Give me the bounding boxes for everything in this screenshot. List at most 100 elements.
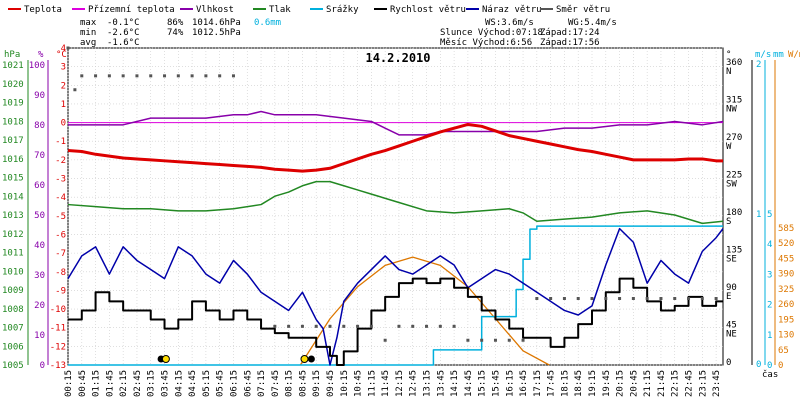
ms-tick-label: 0 bbox=[756, 360, 761, 370]
wind-direction-point bbox=[507, 338, 511, 342]
dir-tick-label: 0 bbox=[726, 358, 731, 368]
dir-tick-label: 270 bbox=[726, 133, 742, 143]
x-tick-label: 05:15 bbox=[202, 370, 212, 397]
wm2-tick-label: 390 bbox=[778, 270, 794, 280]
x-axis-label: čas bbox=[762, 369, 778, 380]
x-tick-label: 14:15 bbox=[450, 370, 460, 397]
plot-frame bbox=[67, 47, 724, 366]
temp-tick-label: -9 bbox=[55, 286, 66, 296]
wm2-tick-label: 65 bbox=[778, 346, 789, 356]
wind-direction-point bbox=[549, 297, 553, 300]
x-tick-label: 09:45 bbox=[326, 370, 336, 397]
wind-direction-point bbox=[300, 324, 304, 328]
x-tick-label: 11:45 bbox=[381, 370, 391, 397]
mm-tick-label: 0 bbox=[767, 361, 772, 371]
wm2-tick-label: 195 bbox=[778, 315, 794, 325]
wind-direction-point bbox=[356, 324, 360, 328]
wind-direction-point bbox=[631, 297, 635, 300]
dir-tick-label: 315 bbox=[726, 96, 742, 106]
wind-direction-point bbox=[328, 324, 332, 328]
pct-tick-label: 90 bbox=[34, 91, 45, 101]
legend-label: Náraz větru bbox=[482, 5, 542, 15]
stat-value: -1.6°C bbox=[107, 38, 140, 48]
temp-tick-label: 4 bbox=[61, 44, 66, 54]
wind-direction-point bbox=[73, 88, 77, 92]
stat-moon-rise: Měsíc Východ:6:56 bbox=[440, 38, 532, 48]
stat-value: 74% bbox=[167, 28, 184, 38]
x-tick-label: 17:15 bbox=[533, 370, 543, 397]
stat-value: max bbox=[80, 18, 97, 28]
temp-tick-label: 0 bbox=[61, 119, 66, 129]
x-tick-label: 15:45 bbox=[491, 370, 501, 397]
x-tick-label: 12:15 bbox=[395, 370, 405, 397]
x-tick-label: 00:15 bbox=[64, 370, 74, 397]
hpa-tick-label: 1017 bbox=[2, 136, 24, 146]
wind-direction-point bbox=[466, 338, 470, 342]
x-tick-label: 11:15 bbox=[367, 370, 377, 397]
x-tick-label: 04:45 bbox=[188, 370, 198, 397]
mm-tick-label: 3 bbox=[767, 270, 772, 280]
temp-tick-label: 2 bbox=[61, 81, 66, 91]
wind-direction-point bbox=[700, 297, 704, 300]
pct-tick-label: 50 bbox=[34, 211, 45, 221]
hpa-tick-label: 1008 bbox=[2, 305, 24, 315]
temp-tick-label: -2 bbox=[55, 156, 66, 166]
x-tick-label: 09:15 bbox=[312, 370, 322, 397]
x-tick-label: 20:15 bbox=[616, 370, 626, 397]
stat-wg: WG:5.4m/s bbox=[568, 18, 617, 28]
hpa-tick-label: 1011 bbox=[2, 249, 24, 259]
dir-tick-label: 90 bbox=[726, 283, 737, 293]
temp-tick-label: -8 bbox=[55, 268, 66, 278]
pct-unit-label: % bbox=[38, 50, 44, 60]
mm-tick-label: 1 bbox=[767, 331, 772, 341]
wind-direction-point bbox=[149, 74, 153, 78]
wind-direction-point bbox=[369, 324, 373, 328]
wind-direction-point bbox=[231, 74, 235, 78]
x-tick-label: 10:45 bbox=[354, 370, 364, 397]
dir-tick-letter: E bbox=[726, 292, 731, 302]
dir-tick-label: 360 bbox=[726, 58, 742, 68]
x-tick-label: 03:45 bbox=[161, 370, 171, 397]
ms-unit-label: m/s bbox=[755, 50, 771, 60]
wm2-tick-label: 325 bbox=[778, 285, 794, 295]
legend-label: Srážky bbox=[326, 5, 359, 15]
wind-direction-point bbox=[576, 297, 580, 300]
stat-sun-set: Západ:17:24 bbox=[540, 28, 600, 38]
wind-direction-point bbox=[714, 297, 718, 300]
wind-direction-point bbox=[287, 324, 291, 328]
wind-direction-point bbox=[397, 324, 401, 328]
hpa-tick-label: 1019 bbox=[2, 99, 24, 109]
wind-direction-point bbox=[425, 324, 429, 328]
temp-tick-label: -12 bbox=[50, 342, 66, 352]
hpa-tick-label: 1014 bbox=[2, 192, 24, 202]
x-tick-label: 06:45 bbox=[243, 370, 253, 397]
hpa-tick-label: 1013 bbox=[2, 211, 24, 221]
hpa-tick-label: 1021 bbox=[2, 61, 24, 71]
x-tick-label: 08:45 bbox=[298, 370, 308, 397]
pct-tick-label: 60 bbox=[34, 181, 45, 191]
hpa-tick-label: 1005 bbox=[2, 361, 24, 371]
chart-title: 14.2.2010 bbox=[365, 51, 430, 65]
pct-tick-label: 10 bbox=[34, 331, 45, 341]
dir-tick-letter: SE bbox=[726, 255, 737, 265]
dir-tick-letter: W bbox=[726, 142, 732, 152]
wind-direction-point bbox=[562, 297, 566, 300]
dir-tick-label: 135 bbox=[726, 246, 742, 256]
mm-tick-label: 5 bbox=[767, 210, 772, 220]
x-tick-label: 20:45 bbox=[629, 370, 639, 397]
dir-tick-label: 225 bbox=[726, 171, 742, 181]
wind-speed-line bbox=[68, 277, 723, 366]
solar-radiation-line bbox=[299, 256, 550, 366]
temp-tick-label: -7 bbox=[55, 249, 66, 259]
dir-tick-label: 45 bbox=[726, 321, 737, 331]
wind-direction-point bbox=[604, 297, 608, 300]
dir-tick-letter: S bbox=[726, 217, 731, 227]
wind-direction-point bbox=[204, 74, 208, 78]
wm2-tick-label: 520 bbox=[778, 239, 794, 249]
x-tick-label: 18:15 bbox=[560, 370, 570, 397]
x-tick-label: 12:45 bbox=[409, 370, 419, 397]
x-tick-label: 01:15 bbox=[92, 370, 102, 397]
x-tick-label: 21:15 bbox=[643, 370, 653, 397]
stat-value: 0.6mm bbox=[254, 18, 281, 28]
